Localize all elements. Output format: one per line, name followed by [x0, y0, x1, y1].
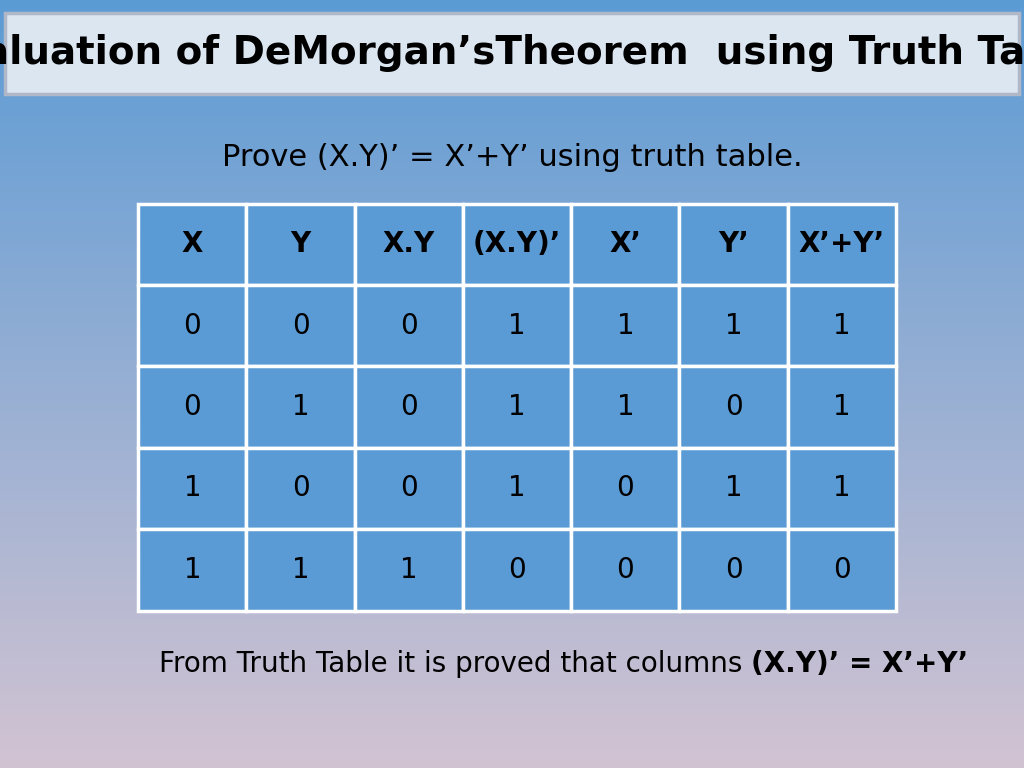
- FancyBboxPatch shape: [138, 448, 247, 529]
- Text: 1: 1: [508, 312, 526, 339]
- FancyBboxPatch shape: [680, 204, 787, 285]
- Text: Prove (X.Y)’ = X’+Y’ using truth table.: Prove (X.Y)’ = X’+Y’ using truth table.: [221, 143, 803, 172]
- Text: 1: 1: [508, 475, 526, 502]
- FancyBboxPatch shape: [463, 448, 571, 529]
- Text: 0: 0: [183, 312, 202, 339]
- FancyBboxPatch shape: [571, 366, 680, 448]
- FancyBboxPatch shape: [247, 285, 354, 366]
- FancyBboxPatch shape: [571, 285, 680, 366]
- Text: Evaluation of DeMorgan’sTheorem  using Truth Table: Evaluation of DeMorgan’sTheorem using Tr…: [0, 35, 1024, 72]
- FancyBboxPatch shape: [680, 366, 787, 448]
- FancyBboxPatch shape: [680, 529, 787, 611]
- Text: 1: 1: [400, 556, 418, 584]
- FancyBboxPatch shape: [787, 448, 896, 529]
- Text: (X.Y)’: (X.Y)’: [473, 230, 561, 258]
- Text: 0: 0: [183, 393, 202, 421]
- Text: 1: 1: [725, 475, 742, 502]
- FancyBboxPatch shape: [463, 529, 571, 611]
- Text: From Truth Table it is proved that columns: From Truth Table it is proved that colum…: [159, 650, 751, 678]
- Text: 0: 0: [616, 475, 634, 502]
- FancyBboxPatch shape: [5, 13, 1019, 94]
- Text: 1: 1: [183, 556, 201, 584]
- Text: 1: 1: [292, 393, 309, 421]
- Text: 1: 1: [292, 556, 309, 584]
- Text: (X.Y)’ = X’+Y’: (X.Y)’ = X’+Y’: [751, 650, 969, 678]
- Text: 0: 0: [292, 312, 309, 339]
- Text: X’: X’: [609, 230, 641, 258]
- FancyBboxPatch shape: [571, 529, 680, 611]
- FancyBboxPatch shape: [680, 448, 787, 529]
- Text: 0: 0: [833, 556, 851, 584]
- FancyBboxPatch shape: [138, 366, 247, 448]
- FancyBboxPatch shape: [463, 285, 571, 366]
- FancyBboxPatch shape: [138, 204, 247, 285]
- FancyBboxPatch shape: [787, 366, 896, 448]
- FancyBboxPatch shape: [571, 204, 680, 285]
- FancyBboxPatch shape: [463, 366, 571, 448]
- Text: Y’: Y’: [718, 230, 750, 258]
- Text: 1: 1: [834, 393, 851, 421]
- Text: 1: 1: [725, 312, 742, 339]
- Text: 0: 0: [292, 475, 309, 502]
- Text: 0: 0: [400, 475, 418, 502]
- Text: 1: 1: [616, 393, 634, 421]
- Text: 1: 1: [183, 475, 201, 502]
- FancyBboxPatch shape: [354, 448, 463, 529]
- FancyBboxPatch shape: [138, 529, 247, 611]
- FancyBboxPatch shape: [680, 285, 787, 366]
- FancyBboxPatch shape: [571, 448, 680, 529]
- FancyBboxPatch shape: [247, 529, 354, 611]
- Text: 0: 0: [508, 556, 526, 584]
- Text: X.Y: X.Y: [383, 230, 435, 258]
- Text: X: X: [181, 230, 203, 258]
- Text: X’+Y’: X’+Y’: [799, 230, 885, 258]
- Text: 0: 0: [616, 556, 634, 584]
- FancyBboxPatch shape: [247, 366, 354, 448]
- FancyBboxPatch shape: [354, 529, 463, 611]
- FancyBboxPatch shape: [247, 204, 354, 285]
- Text: 1: 1: [616, 312, 634, 339]
- Text: Y: Y: [291, 230, 310, 258]
- FancyBboxPatch shape: [138, 285, 247, 366]
- FancyBboxPatch shape: [787, 204, 896, 285]
- Text: 1: 1: [508, 393, 526, 421]
- Text: 0: 0: [725, 556, 742, 584]
- FancyBboxPatch shape: [247, 448, 354, 529]
- FancyBboxPatch shape: [354, 285, 463, 366]
- Text: 0: 0: [725, 393, 742, 421]
- Text: 1: 1: [834, 312, 851, 339]
- FancyBboxPatch shape: [354, 366, 463, 448]
- FancyBboxPatch shape: [787, 285, 896, 366]
- FancyBboxPatch shape: [463, 204, 571, 285]
- FancyBboxPatch shape: [354, 204, 463, 285]
- Text: 0: 0: [400, 312, 418, 339]
- Text: 0: 0: [400, 393, 418, 421]
- Text: 1: 1: [834, 475, 851, 502]
- FancyBboxPatch shape: [787, 529, 896, 611]
